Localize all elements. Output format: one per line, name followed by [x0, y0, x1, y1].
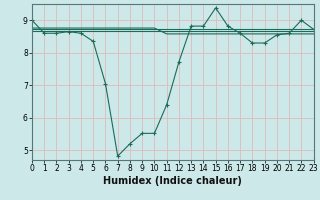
X-axis label: Humidex (Indice chaleur): Humidex (Indice chaleur): [103, 176, 242, 186]
